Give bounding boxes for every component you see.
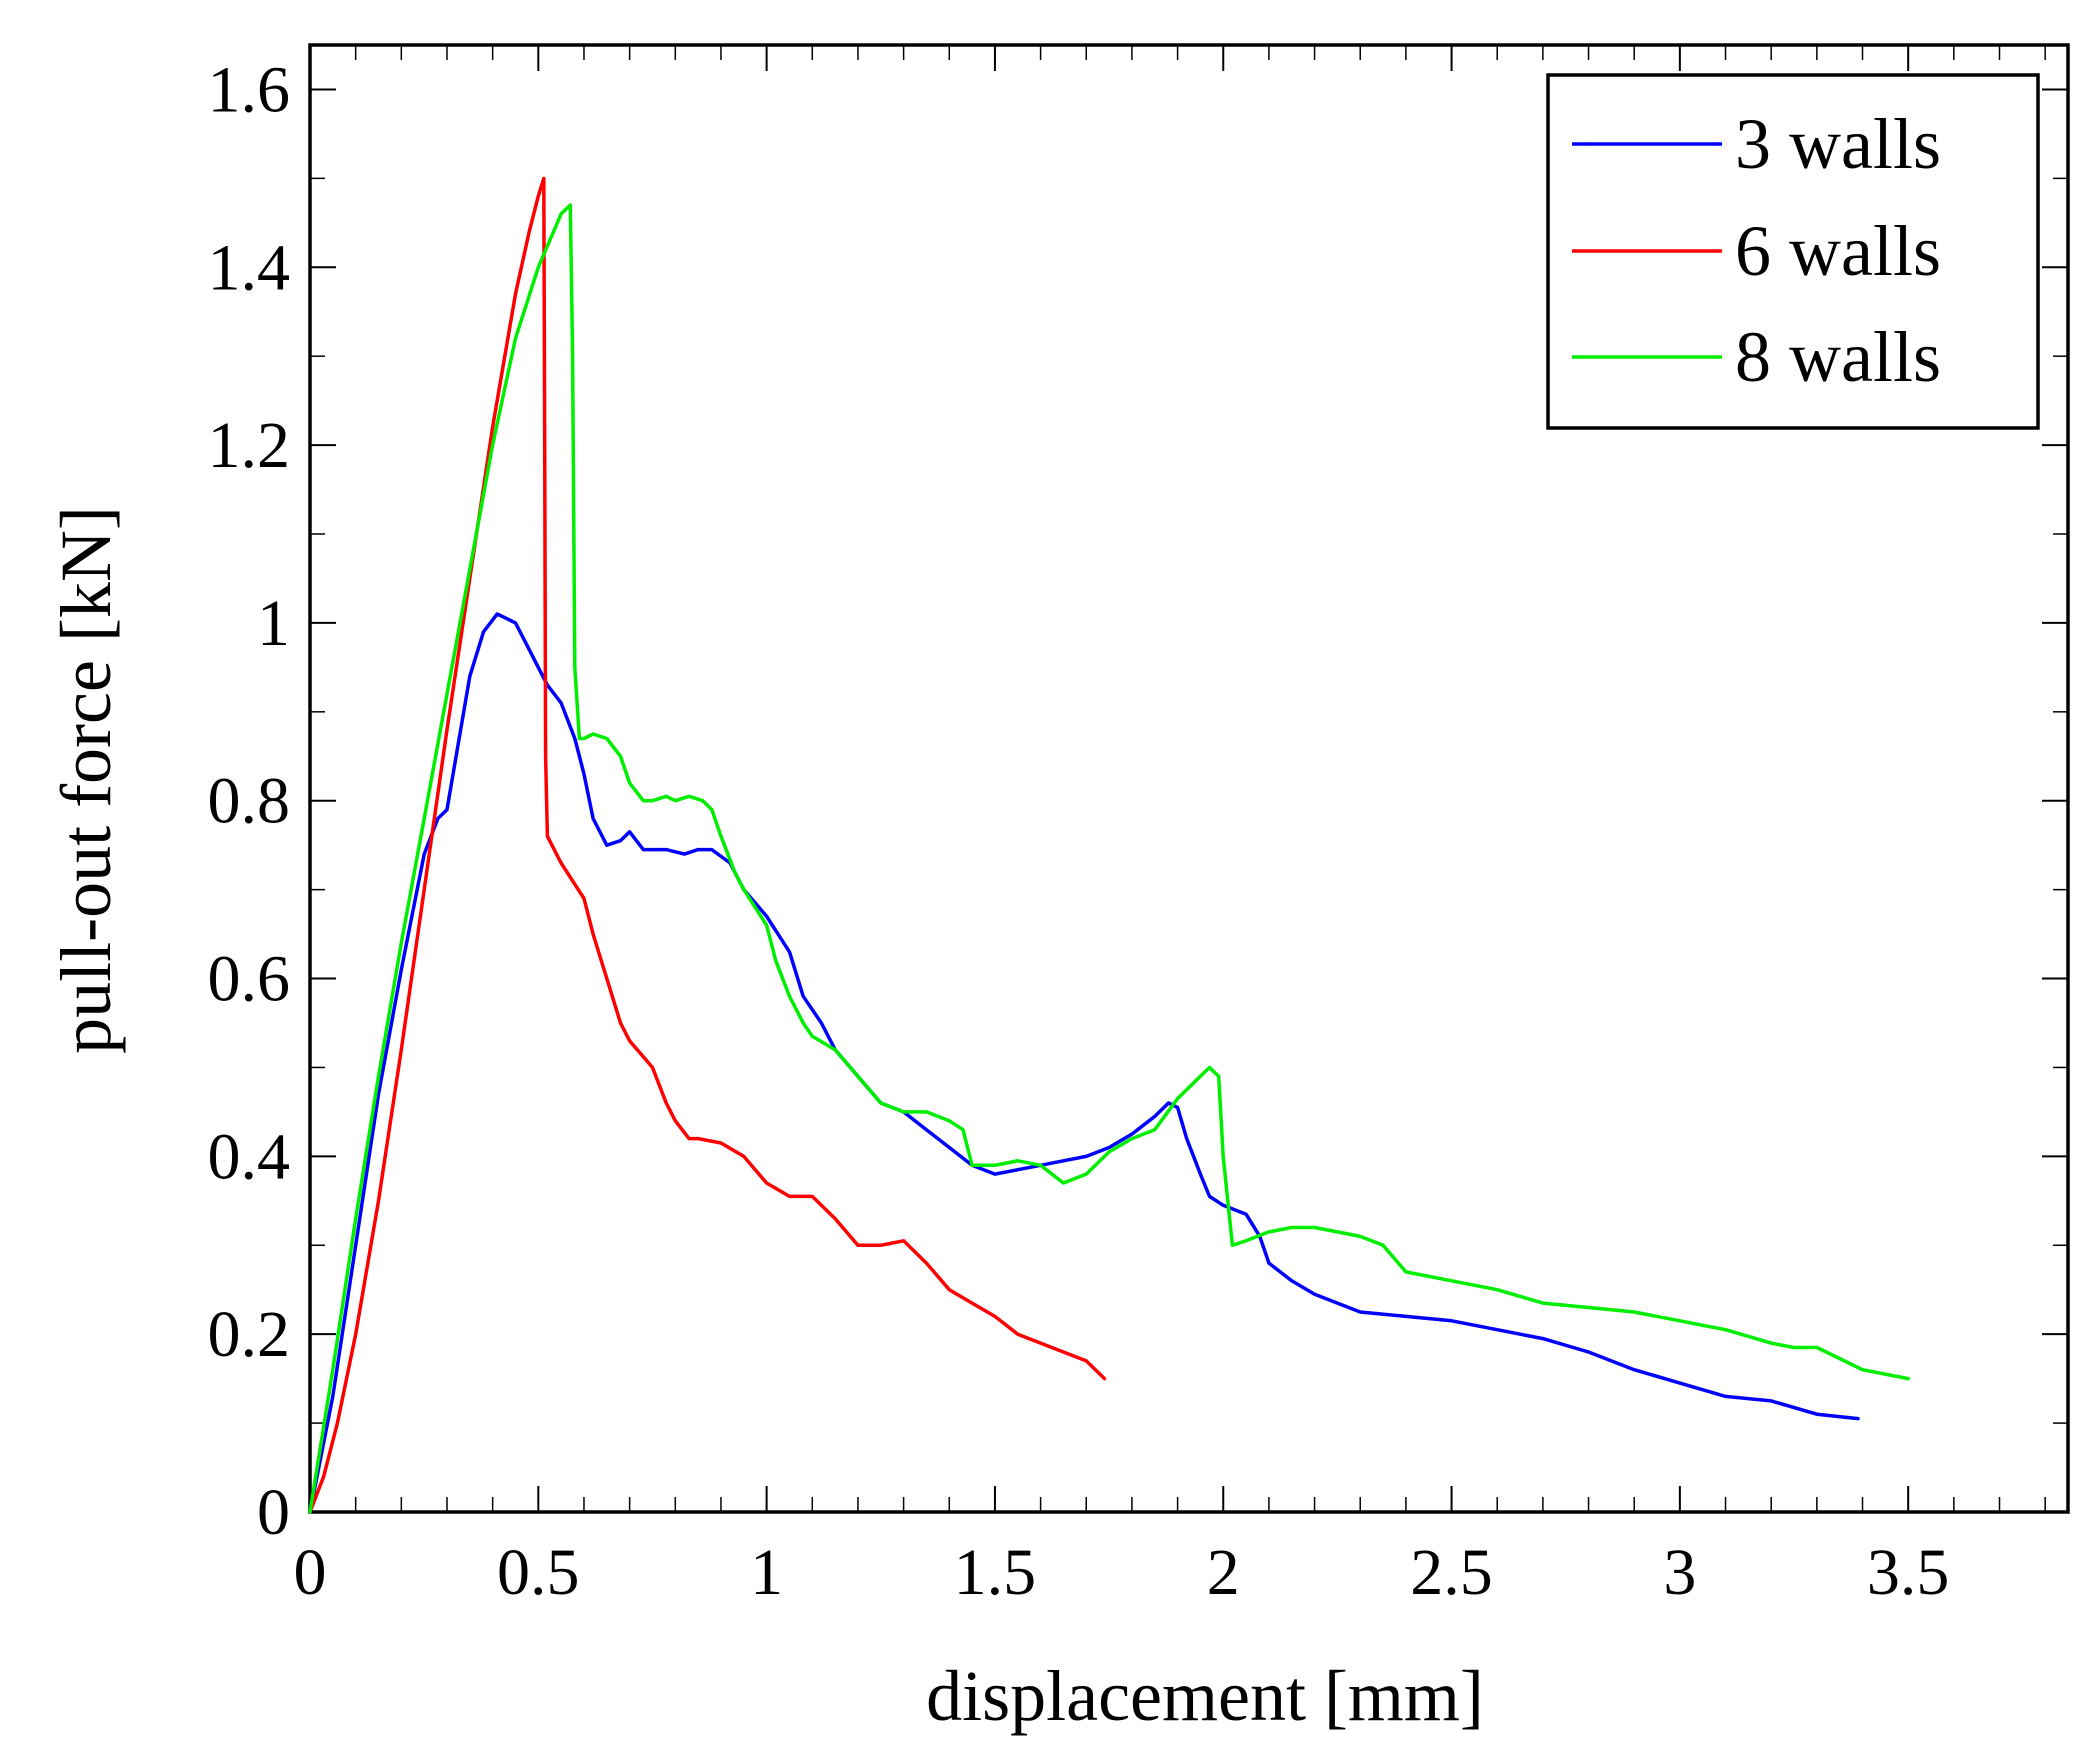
y-tick-label: 1.4	[208, 231, 291, 304]
x-tick-label: 2	[1207, 1536, 1240, 1609]
y-tick-label: 1.6	[208, 53, 291, 126]
legend: 3 walls 6 walls 8 walls	[1546, 73, 2040, 430]
y-tick-labels: 0 0.2 0.4 0.6 0.8 1 1.2 1.4 1.6	[208, 53, 291, 1549]
y-tick-label: 0.6	[208, 943, 291, 1016]
x-tick-label: 2.5	[1410, 1536, 1493, 1609]
y-tick-label: 0.4	[208, 1120, 291, 1193]
y-tick-label: 1	[257, 587, 290, 660]
x-tick-label: 3.5	[1867, 1536, 1950, 1609]
x-tick-label: 0	[294, 1536, 327, 1609]
x-tick-label: 0.5	[497, 1536, 580, 1609]
legend-label-6-walls: 6 walls	[1735, 211, 1941, 291]
x-tick-label: 1.5	[954, 1536, 1037, 1609]
y-tick-label: 1.2	[208, 409, 291, 482]
y-axis-title: pull-out force [kN]	[46, 506, 126, 1054]
series-line-6-walls	[308, 176, 1107, 1514]
plot-frame	[308, 43, 2070, 1514]
series-line-8-walls	[308, 203, 1910, 1514]
y-tick-label: 0.8	[208, 765, 291, 838]
legend-label-3-walls: 3 walls	[1735, 104, 1941, 184]
x-tick-label: 1	[750, 1536, 783, 1609]
x-tick-label: 3	[1663, 1536, 1696, 1609]
y-tick-label: 0.2	[208, 1298, 291, 1371]
y-tick-label: 0	[257, 1476, 290, 1549]
x-axis-title: displacement [mm]	[926, 1656, 1484, 1736]
series-line-3-walls	[308, 612, 1860, 1514]
legend-label-8-walls: 8 walls	[1735, 317, 1941, 397]
x-tick-labels: 0 0.5 1 1.5 2 2.5 3 3.5	[294, 1536, 1950, 1609]
series-lines	[308, 176, 1910, 1514]
tick-marks	[309, 45, 2068, 1513]
